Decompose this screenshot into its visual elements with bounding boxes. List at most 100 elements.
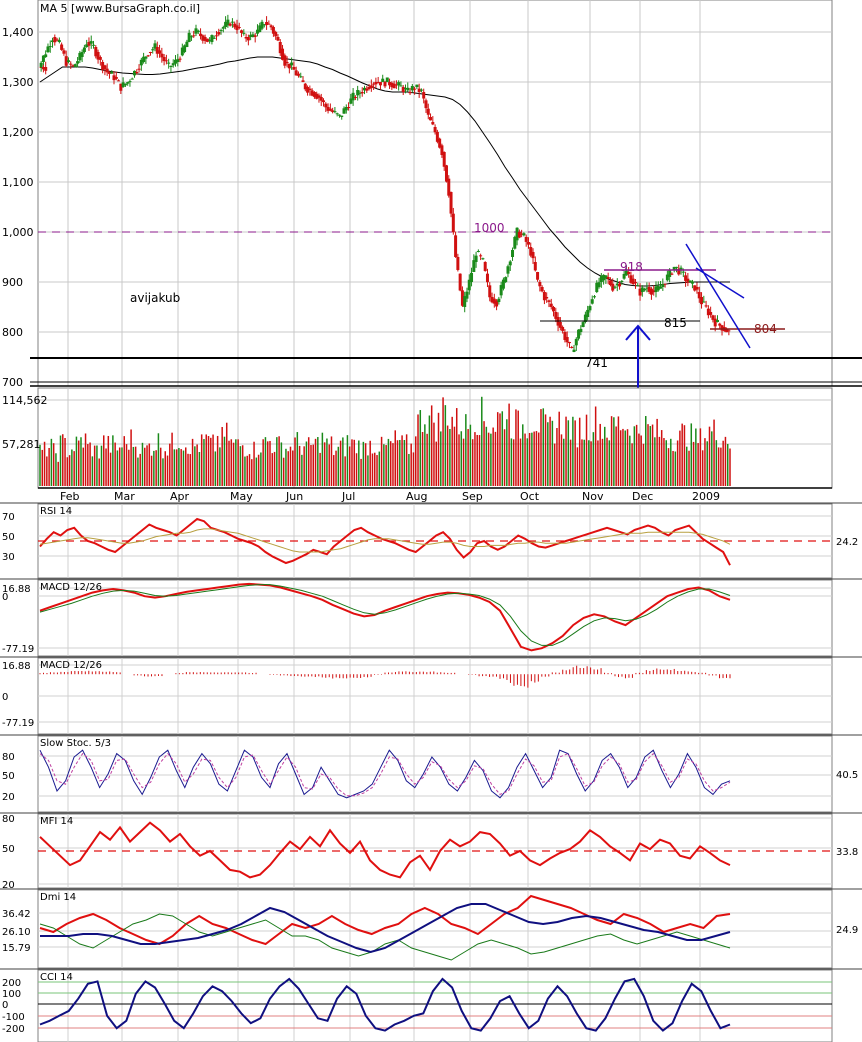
month-tick-label: Mar <box>114 490 135 503</box>
month-tick-label: Oct <box>520 490 540 503</box>
candle-body <box>369 85 373 89</box>
candle-body <box>146 55 150 57</box>
candle-body <box>356 90 360 96</box>
candle-body <box>490 297 494 303</box>
panel-label: RSI 14 <box>40 506 72 517</box>
downtrend-line-1 <box>685 243 751 349</box>
candle-body <box>301 80 305 83</box>
candle-body <box>41 67 45 70</box>
candle-body <box>572 349 576 352</box>
indicator-series-line <box>39 584 731 646</box>
candle-body <box>492 298 496 304</box>
candle-body <box>388 82 392 86</box>
candle-body <box>85 44 89 47</box>
candle-body <box>511 249 515 257</box>
candle-body <box>693 285 697 291</box>
month-tick-label: Nov <box>582 490 604 503</box>
candle-body <box>574 338 578 346</box>
candle-body <box>253 35 257 37</box>
candle-body <box>520 233 524 235</box>
indicator-series-line <box>39 517 731 566</box>
panel-tick-label: 0 <box>2 692 8 703</box>
candle-body <box>599 275 603 282</box>
candle-body <box>123 83 127 86</box>
panel-tick-label: -100 <box>2 1012 25 1023</box>
candle-body <box>529 247 533 256</box>
candle-body <box>684 275 688 281</box>
candle-body <box>98 57 102 60</box>
candle-body <box>383 82 387 87</box>
candle-body <box>711 315 715 320</box>
candle-body <box>151 49 155 51</box>
candle-body <box>153 43 157 49</box>
candle-body <box>661 284 665 287</box>
indicator-series-line <box>39 528 731 553</box>
candle-body <box>695 287 699 290</box>
candle-body <box>565 337 569 343</box>
month-tick-label: May <box>230 490 253 503</box>
candle-body <box>251 34 255 37</box>
candle-body <box>602 274 606 281</box>
candle-body <box>686 278 690 283</box>
candle-body <box>659 286 663 289</box>
candle-body <box>110 71 114 74</box>
candle-body <box>214 35 218 37</box>
candle-body <box>431 122 435 125</box>
candle-body <box>349 98 353 104</box>
candle-body <box>715 320 719 322</box>
candle-body <box>444 165 448 182</box>
candle-body <box>183 45 187 52</box>
candle-body <box>406 87 410 91</box>
panel-tick-label: 20 <box>2 792 15 803</box>
candle-body <box>73 64 77 67</box>
candle-body <box>39 62 43 67</box>
candle-body <box>265 22 269 26</box>
month-tick-label: Jun <box>285 490 303 503</box>
candle-body <box>114 77 118 79</box>
candle-body <box>308 88 312 91</box>
candle-body <box>608 280 612 286</box>
candle-body <box>410 85 414 91</box>
candle-body <box>517 232 521 238</box>
candle-body <box>429 117 433 121</box>
candle-body <box>237 27 241 28</box>
candle-body <box>337 114 341 116</box>
candle-body <box>128 81 132 83</box>
annotation-804: 804 <box>754 322 777 336</box>
candle-body <box>160 53 164 58</box>
candle-body <box>522 233 526 236</box>
panel-tick-label: 100 <box>2 989 21 1000</box>
panel-tick-label: 70 <box>2 512 15 523</box>
candle-body <box>378 82 382 86</box>
candle-body <box>374 82 378 85</box>
candle-body <box>44 54 48 57</box>
candle-body <box>636 285 640 287</box>
candle-body <box>668 269 672 277</box>
candle-body <box>326 107 330 111</box>
candle-body <box>105 68 109 73</box>
candle-body <box>276 37 280 41</box>
candle-body <box>720 325 724 331</box>
annotation-1000: 1000 <box>474 221 505 235</box>
candle-body <box>581 322 585 327</box>
panel-tick-label: 50 <box>2 771 15 782</box>
candle-body <box>631 278 635 285</box>
candle-body <box>506 266 510 274</box>
candle-body <box>547 300 551 302</box>
candle-body <box>287 63 291 69</box>
indicator-series-line <box>39 752 731 797</box>
candle-body <box>588 306 592 311</box>
price-tick-label: 1,200 <box>2 126 34 139</box>
indicator-series-line <box>39 913 731 961</box>
candle-body <box>255 29 259 34</box>
candle-body <box>133 70 137 76</box>
candle-body <box>524 237 528 242</box>
indicator-panel: 16.88 0 -77.19 MACD 12/26 <box>0 656 862 735</box>
candle-body <box>456 257 460 270</box>
candle-body <box>595 282 599 292</box>
candle-body <box>342 108 346 114</box>
price-tick-label: 1,000 <box>2 226 34 239</box>
candle-body <box>643 289 647 291</box>
